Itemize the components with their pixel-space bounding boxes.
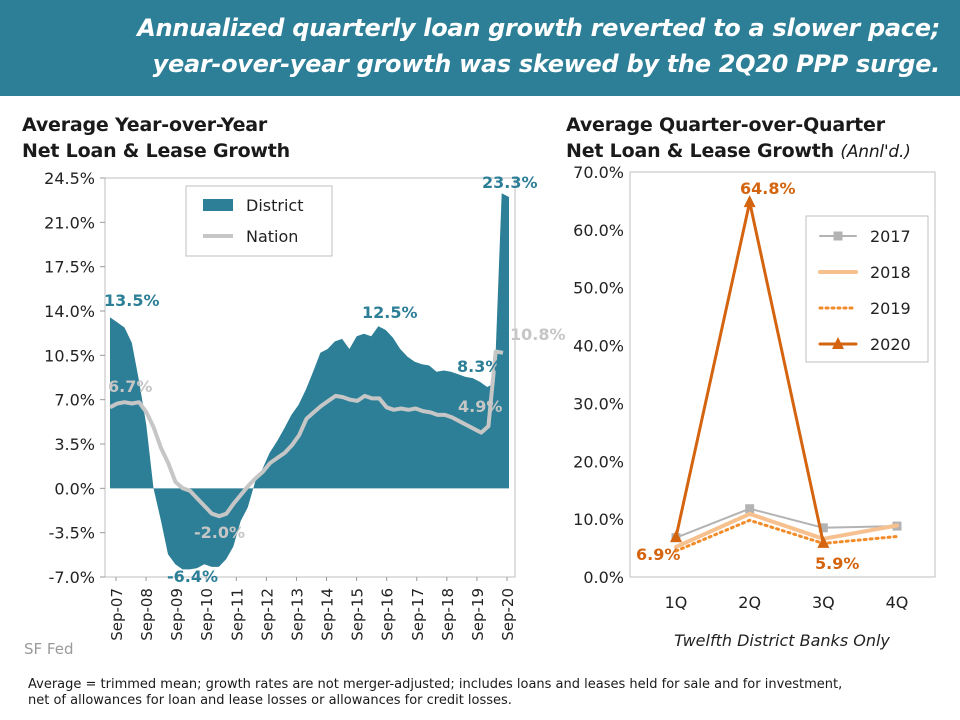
left-x-tick-label: Sep-14 (319, 588, 337, 641)
left-plot-frame (104, 177, 516, 578)
right-x-tick-label: 3Q (812, 593, 835, 612)
left-chart-title: Average Year-over-Year Net Loan & Lease … (22, 112, 290, 164)
right-chart-title-line2: Net Loan & Lease Growth (566, 140, 834, 162)
legend-2020-marker (832, 337, 844, 349)
source-label: SF Fed (24, 640, 74, 658)
left-x-tick-label: Sep-19 (469, 588, 487, 641)
right-y-tick-label: 10.0% (573, 510, 624, 529)
right-plot-frame (629, 171, 936, 578)
left-x-tick-label: Sep-08 (138, 588, 156, 641)
right-x-tick-label: 2Q (738, 593, 761, 612)
district-area (110, 193, 509, 570)
series-2019-line (674, 518, 899, 553)
series-2017-point (745, 504, 755, 514)
left-y-tick-label: 17.5% (44, 258, 95, 277)
left-data-label: -6.4% (167, 567, 218, 586)
left-y-tick-label: 14.0% (44, 302, 95, 321)
left-y-tick-label: -7.0% (49, 568, 95, 587)
series-2020-line (674, 200, 825, 545)
left-x-tick-label: Sep-11 (228, 588, 246, 641)
left-x-tick-label: Sep-15 (349, 588, 367, 641)
left-x-tick-label: Sep-07 (108, 588, 126, 641)
left-x-tick-label: Sep-12 (258, 588, 276, 641)
right-data-label: 64.8% (740, 179, 796, 198)
series-2017-point (818, 523, 828, 533)
right-y-tick-label: 70.0% (573, 163, 624, 182)
footnote-line2: net of allowances for loan and lease los… (28, 693, 512, 708)
nation-line (109, 349, 504, 519)
left-chart-title-line2: Net Loan & Lease Growth (22, 140, 290, 162)
series-2020-point (743, 195, 756, 208)
left-y-tick-label: 21.0% (44, 213, 95, 232)
legend-2020-label: 2020 (870, 335, 911, 354)
right-data-label: 6.9% (636, 545, 680, 564)
header-title-line1: Annualized quarterly loan growth reverte… (137, 14, 940, 42)
left-chart-title-line1: Average Year-over-Year (22, 114, 268, 136)
legend-2017-marker (833, 231, 843, 241)
series-2020-point (817, 535, 830, 548)
left-x-tick-label: Sep-13 (288, 588, 306, 641)
right-data-label: 5.9% (815, 554, 859, 573)
left-data-label: 13.5% (104, 291, 160, 310)
left-x-tick-label: Sep-10 (198, 588, 216, 641)
legend-2019-label: 2019 (870, 299, 911, 318)
right-y-tick-label: 20.0% (573, 452, 624, 471)
left-y-tick-label: 10.5% (44, 346, 95, 365)
left-data-label: 12.5% (362, 303, 418, 322)
right-chart-title: Average Quarter-over-Quarter Net Loan & … (566, 112, 911, 165)
right-y-tick-label: 30.0% (573, 394, 624, 413)
left-data-label: 23.3% (482, 173, 538, 192)
header-title-line2: year-over-year growth was skewed by the … (152, 50, 941, 78)
left-y-tick-label: 0.0% (54, 479, 95, 498)
legend-district-swatch (203, 199, 233, 211)
left-data-label: 8.3% (457, 357, 501, 376)
left-data-label: 10.8% (510, 325, 566, 344)
left-x-tick-label: Sep-09 (168, 588, 186, 641)
right-y-tick-label: 0.0% (583, 568, 624, 587)
legend-2018-label: 2018 (870, 263, 911, 282)
left-y-tick-label: 3.5% (54, 435, 95, 454)
legend-2017-label: 2017 (870, 227, 911, 246)
left-data-label: 4.9% (458, 397, 502, 416)
footnote: Average = trimmed mean; growth rates are… (28, 677, 842, 709)
legend-nation-label: Nation (246, 227, 298, 246)
series-2020-point (670, 530, 682, 543)
right-legend-box (805, 215, 929, 363)
footnote-line1: Average = trimmed mean; growth rates are… (28, 677, 843, 692)
left-data-label: -2.0% (194, 523, 245, 542)
right-y-tick-label: 60.0% (573, 221, 624, 240)
left-legend-box (185, 185, 333, 257)
right-x-axis-label: Twelfth District Banks Only (674, 631, 890, 650)
legend-district-label: District (246, 196, 303, 215)
right-chart-title-line1: Average Quarter-over-Quarter (566, 114, 885, 136)
right-x-tick-label: 4Q (886, 593, 909, 612)
series-2018-line (674, 511, 899, 549)
right-y-tick-label: 50.0% (573, 279, 624, 298)
header-banner: Annualized quarterly loan growth reverte… (0, 0, 960, 96)
left-data-label: 6.7% (108, 377, 152, 396)
left-y-tick-label: 7.0% (54, 391, 95, 410)
left-y-tick-label: -3.5% (49, 524, 95, 543)
right-y-tick-label: 40.0% (573, 337, 624, 356)
left-x-tick-label: Sep-20 (499, 588, 517, 641)
series-2017-line (675, 507, 898, 539)
left-x-tick-label: Sep-18 (439, 588, 457, 641)
left-x-tick-label: Sep-16 (379, 588, 397, 641)
right-chart-title-suffix: (Annl'd.) (840, 142, 911, 162)
left-y-tick-label: 24.5% (44, 169, 95, 188)
left-x-tick-label: Sep-17 (409, 588, 427, 641)
right-x-tick-label: 1Q (665, 593, 688, 612)
